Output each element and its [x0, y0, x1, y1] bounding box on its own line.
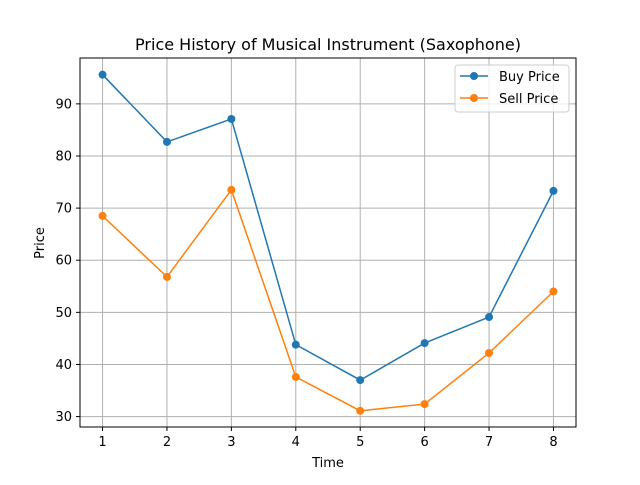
x-tick-label: 8: [549, 435, 557, 450]
data-point-sell-price: [162, 272, 171, 281]
data-point-buy-price: [291, 340, 300, 349]
series-line-sell-price: [102, 188, 554, 412]
data-point-buy-price: [356, 376, 365, 385]
data-point-buy-price: [98, 70, 107, 79]
data-point-sell-price: [420, 400, 429, 409]
x-tick-label: 3: [227, 435, 235, 450]
legend-marker-sell-price: [470, 94, 478, 102]
legend: Buy Price Sell Price: [454, 64, 570, 113]
y-tick-label: 30: [55, 410, 72, 425]
data-point-sell-price: [356, 406, 365, 415]
data-point-sell-price: [227, 185, 236, 194]
plot-area-frame: [79, 57, 577, 428]
chart-title: Price History of Musical Instrument (Sax…: [135, 35, 521, 54]
x-tick-label: 5: [356, 435, 364, 450]
data-point-buy-price: [485, 313, 494, 322]
x-tick-label: 7: [485, 435, 493, 450]
data-point-sell-price: [549, 287, 558, 296]
y-tick-label: 80: [55, 149, 72, 164]
data-point-sell-price: [98, 211, 107, 220]
data-point-sell-price: [291, 372, 300, 381]
x-axis-title: Time: [311, 456, 344, 471]
data-point-buy-price: [227, 114, 236, 123]
x-tick-label: 6: [420, 435, 428, 450]
y-tick-label: 40: [55, 358, 72, 373]
legend-label-sell-price: Sell Price: [499, 92, 558, 107]
legend-label-buy-price: Buy Price: [499, 70, 560, 85]
x-tick-label: 4: [292, 435, 300, 450]
data-point-buy-price: [549, 186, 558, 195]
series-layer: [98, 70, 558, 415]
y-tick-label: 90: [55, 97, 72, 112]
series-line-buy-price: [102, 74, 555, 381]
y-tick-label: 70: [55, 202, 72, 217]
x-tick-label: 1: [98, 435, 106, 450]
data-point-buy-price: [162, 137, 171, 146]
data-point-buy-price: [420, 339, 429, 348]
y-tick-label: 50: [55, 306, 72, 321]
y-axis-title: Price: [33, 227, 48, 259]
legend-marker-buy-price: [470, 72, 478, 80]
ticks: 1 2 3 4 5 6 7 8 30 40 50 60 70 80 90: [55, 97, 557, 450]
x-tick-label: 2: [163, 435, 171, 450]
data-point-sell-price: [485, 348, 494, 357]
y-tick-label: 60: [55, 254, 72, 269]
